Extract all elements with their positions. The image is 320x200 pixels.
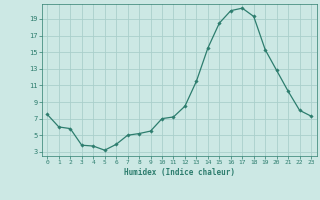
X-axis label: Humidex (Indice chaleur): Humidex (Indice chaleur) [124,168,235,177]
